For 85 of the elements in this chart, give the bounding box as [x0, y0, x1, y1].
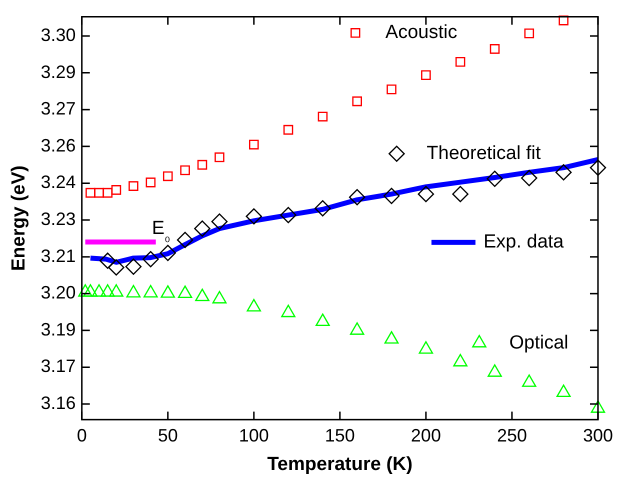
point — [556, 384, 571, 398]
point — [99, 252, 116, 269]
point — [590, 160, 606, 176]
legend-label: Optical — [509, 332, 568, 354]
point — [280, 206, 296, 224]
point — [212, 290, 227, 304]
point — [418, 186, 434, 202]
point — [142, 251, 159, 268]
point — [176, 232, 194, 248]
x-axis-title: Temperature (K) — [267, 454, 413, 475]
x-tick-label: 200 — [410, 425, 441, 446]
point — [486, 170, 503, 187]
point — [246, 298, 262, 312]
point — [421, 70, 431, 80]
point — [211, 213, 228, 230]
point — [214, 152, 224, 162]
y-tick-label: 3.23 — [40, 208, 76, 229]
point — [194, 220, 210, 237]
point — [195, 288, 210, 302]
point — [144, 284, 158, 298]
y-tick-label: 3.27 — [40, 98, 76, 119]
y-tick-label: 3.21 — [40, 246, 76, 266]
point — [383, 188, 400, 204]
point — [248, 140, 259, 150]
point — [100, 284, 115, 297]
point — [558, 16, 568, 26]
point — [160, 285, 176, 298]
point — [92, 284, 106, 297]
point — [318, 112, 328, 122]
x-tick-label: 250 — [496, 425, 527, 446]
x-tick-label: 150 — [324, 425, 355, 446]
point — [452, 186, 468, 202]
point — [590, 400, 606, 413]
point — [386, 84, 396, 94]
point — [521, 170, 538, 186]
point — [316, 313, 330, 326]
point — [111, 185, 122, 195]
x-tick-label: 100 — [238, 425, 269, 446]
legend-label: Acoustic — [385, 22, 458, 44]
y-tick-label: 3.16 — [40, 393, 76, 414]
point — [108, 259, 124, 276]
point — [555, 164, 572, 180]
y-tick-label: 3.24 — [40, 172, 76, 192]
y-tick-label: 3.26 — [40, 135, 76, 156]
point — [384, 331, 399, 344]
point — [86, 188, 96, 198]
point — [125, 258, 142, 275]
y-tick-label: 3.30 — [40, 24, 76, 45]
point — [455, 57, 466, 67]
point — [283, 124, 294, 135]
point — [180, 165, 190, 176]
x-tick-label: 300 — [582, 425, 614, 446]
y-tick-label: 3.19 — [40, 319, 76, 340]
point — [314, 200, 331, 216]
y-tick-label: 3.29 — [40, 62, 76, 82]
point — [490, 44, 500, 54]
point — [162, 171, 173, 182]
point — [281, 304, 296, 318]
point — [524, 28, 534, 38]
x-tick-label: 50 — [158, 425, 178, 446]
point — [178, 285, 192, 298]
point — [352, 96, 362, 106]
point — [488, 364, 502, 377]
point — [522, 374, 536, 387]
point — [453, 354, 468, 366]
point — [350, 322, 364, 335]
point — [146, 178, 156, 188]
point — [83, 284, 98, 297]
point — [128, 181, 138, 191]
legend-label: Theoretical fit — [426, 142, 542, 164]
point — [348, 189, 366, 206]
y-axis-title: Energy (eV) — [8, 165, 30, 271]
x-tick-label: 0 — [76, 425, 87, 446]
point — [418, 341, 434, 354]
point — [246, 208, 262, 225]
point — [102, 188, 113, 198]
y-tick-label: 3.20 — [40, 282, 76, 303]
point — [160, 244, 176, 262]
y-tick-label: 3.17 — [40, 356, 76, 376]
point — [78, 284, 92, 297]
point — [94, 188, 104, 198]
point — [109, 284, 124, 297]
legend-label: Exp. data — [483, 232, 564, 253]
point — [197, 160, 208, 170]
point — [126, 284, 141, 298]
